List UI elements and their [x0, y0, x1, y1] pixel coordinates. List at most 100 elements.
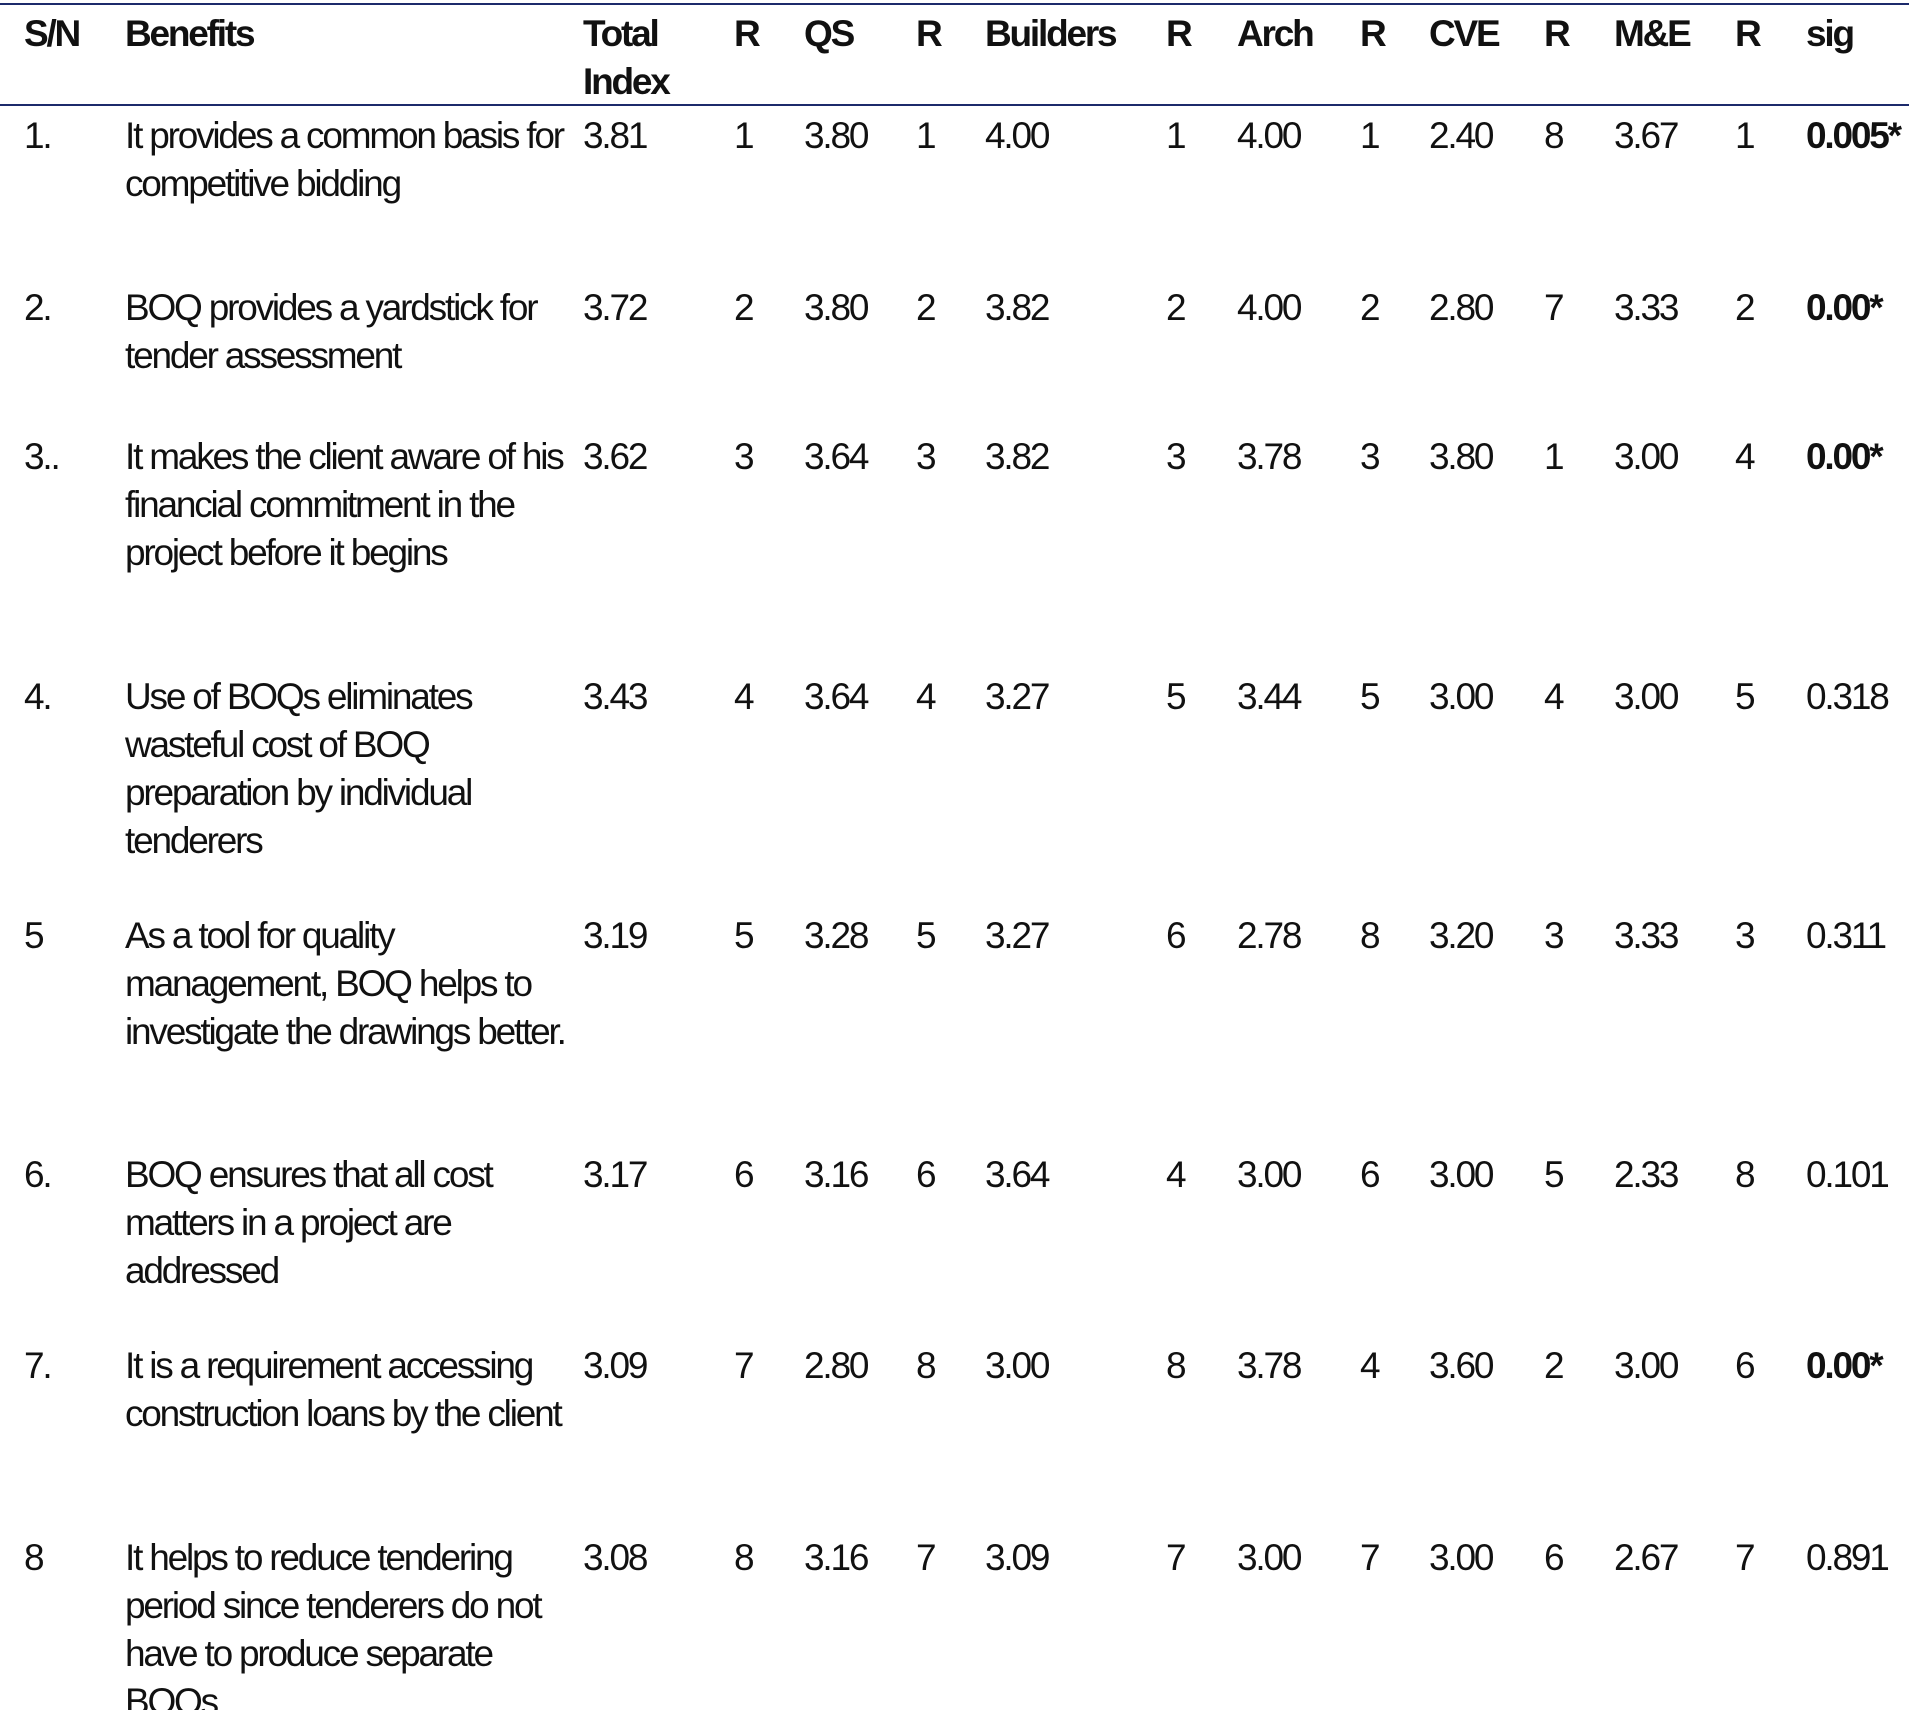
cell-sn: 2. — [24, 287, 53, 328]
cell-sn: 8 — [24, 1537, 45, 1578]
cell-rank: 5 — [734, 915, 755, 956]
cell-rank: 2 — [1360, 287, 1381, 328]
cell-total-index: 3.09 — [583, 1345, 648, 1386]
cell-rank: 4 — [916, 676, 937, 717]
cell-benefit: As a tool for quality management, BOQ he… — [125, 915, 567, 1052]
cell-sn: 7. — [24, 1345, 53, 1386]
cell-rank: 5 — [916, 915, 937, 956]
cell-rank: 3 — [916, 436, 937, 477]
cell-rank: 8 — [916, 1345, 937, 1386]
cell-m-and-e: 3.33 — [1614, 287, 1679, 328]
cell-total-index: 3.19 — [583, 915, 648, 956]
header-rank: R — [1735, 13, 1762, 54]
cell-qs: 3.16 — [804, 1154, 869, 1195]
cell-cve: 3.80 — [1429, 436, 1494, 477]
header-m-and-e: M&E — [1614, 13, 1692, 54]
cell-benefit: BOQ provides a yardstick for tender asse… — [125, 287, 539, 376]
cell-qs: 3.80 — [804, 115, 869, 156]
cell-m-and-e: 3.00 — [1614, 1345, 1679, 1386]
cell-rank: 2 — [1166, 287, 1187, 328]
cell-rank: 3 — [1735, 915, 1756, 956]
cell-rank: 7 — [1735, 1537, 1756, 1578]
cell-rank: 2 — [734, 287, 755, 328]
cell-qs: 2.80 — [804, 1345, 869, 1386]
cell-rank: 2 — [916, 287, 937, 328]
cell-arch: 3.00 — [1237, 1537, 1302, 1578]
cell-m-and-e: 3.67 — [1614, 115, 1679, 156]
header-qs: QS — [804, 13, 855, 54]
cell-cve: 3.00 — [1429, 1537, 1494, 1578]
cell-rank: 6 — [734, 1154, 755, 1195]
cell-builders: 3.82 — [985, 287, 1050, 328]
cell-sig: 0.00* — [1806, 436, 1884, 477]
cell-sn: 6. — [24, 1154, 53, 1195]
cell-rank: 1 — [1166, 115, 1187, 156]
cell-rank: 4 — [1360, 1345, 1381, 1386]
cell-cve: 3.00 — [1429, 1154, 1494, 1195]
cell-rank: 7 — [1360, 1537, 1381, 1578]
cell-builders: 3.64 — [985, 1154, 1050, 1195]
cell-total-index: 3.17 — [583, 1154, 648, 1195]
cell-total-index: 3.62 — [583, 436, 648, 477]
header-cve: CVE — [1429, 13, 1501, 54]
cell-total-index: 3.43 — [583, 676, 648, 717]
cell-rank: 4 — [1166, 1154, 1187, 1195]
cell-sig: 0.005* — [1806, 115, 1902, 156]
cell-total-index: 3.81 — [583, 115, 648, 156]
cell-rank: 7 — [734, 1345, 755, 1386]
cell-rank: 8 — [1166, 1345, 1187, 1386]
cell-arch: 4.00 — [1237, 287, 1302, 328]
cell-rank: 8 — [1360, 915, 1381, 956]
cell-sig: 0.101 — [1806, 1154, 1890, 1195]
cell-rank: 6 — [916, 1154, 937, 1195]
cell-sn: 1. — [24, 115, 53, 156]
cell-m-and-e: 2.33 — [1614, 1154, 1679, 1195]
cell-arch: 2.78 — [1237, 915, 1302, 956]
header-arch: Arch — [1237, 13, 1315, 54]
cell-rank: 2 — [1735, 287, 1756, 328]
cell-cve: 2.80 — [1429, 287, 1494, 328]
cell-arch: 4.00 — [1237, 115, 1302, 156]
cell-arch: 3.44 — [1237, 676, 1302, 717]
cell-arch: 3.00 — [1237, 1154, 1302, 1195]
cell-benefit: It is a requirement accessing constructi… — [125, 1345, 563, 1434]
cell-cve: 3.00 — [1429, 676, 1494, 717]
cell-cve: 3.60 — [1429, 1345, 1494, 1386]
header-builders: Builders — [985, 13, 1118, 54]
cell-sig: 0.891 — [1806, 1537, 1890, 1578]
cell-m-and-e: 3.33 — [1614, 915, 1679, 956]
cell-qs: 3.28 — [804, 915, 869, 956]
cell-m-and-e: 3.00 — [1614, 676, 1679, 717]
cell-sig: 0.00* — [1806, 287, 1884, 328]
cell-rank: 3 — [734, 436, 755, 477]
cell-builders: 3.27 — [985, 915, 1050, 956]
cell-qs: 3.16 — [804, 1537, 869, 1578]
cell-rank: 1 — [1544, 436, 1565, 477]
cell-sn: 3.. — [24, 436, 61, 477]
header-rank: R — [1544, 13, 1571, 54]
cell-rank: 8 — [1735, 1154, 1756, 1195]
cell-builders: 3.00 — [985, 1345, 1050, 1386]
cell-benefit: It helps to reduce tendering period sinc… — [125, 1537, 543, 1710]
cell-rank: 8 — [1544, 115, 1565, 156]
cell-arch: 3.78 — [1237, 436, 1302, 477]
header-sn: S/N — [24, 13, 81, 54]
top-rule — [0, 3, 1909, 5]
cell-builders: 3.82 — [985, 436, 1050, 477]
cell-qs: 3.80 — [804, 287, 869, 328]
cell-m-and-e: 3.00 — [1614, 436, 1679, 477]
cell-builders: 3.09 — [985, 1537, 1050, 1578]
cell-benefit: BOQ ensures that all cost matters in a p… — [125, 1154, 494, 1291]
cell-rank: 4 — [1735, 436, 1756, 477]
header-rank: R — [734, 13, 761, 54]
cell-builders: 4.00 — [985, 115, 1050, 156]
cell-rank: 1 — [1360, 115, 1381, 156]
cell-sig: 0.00* — [1806, 1345, 1884, 1386]
cell-cve: 2.40 — [1429, 115, 1494, 156]
cell-arch: 3.78 — [1237, 1345, 1302, 1386]
cell-qs: 3.64 — [804, 676, 869, 717]
cell-rank: 5 — [1166, 676, 1187, 717]
cell-benefit: Use of BOQs eliminates wasteful cost of … — [125, 676, 474, 861]
cell-m-and-e: 2.67 — [1614, 1537, 1679, 1578]
